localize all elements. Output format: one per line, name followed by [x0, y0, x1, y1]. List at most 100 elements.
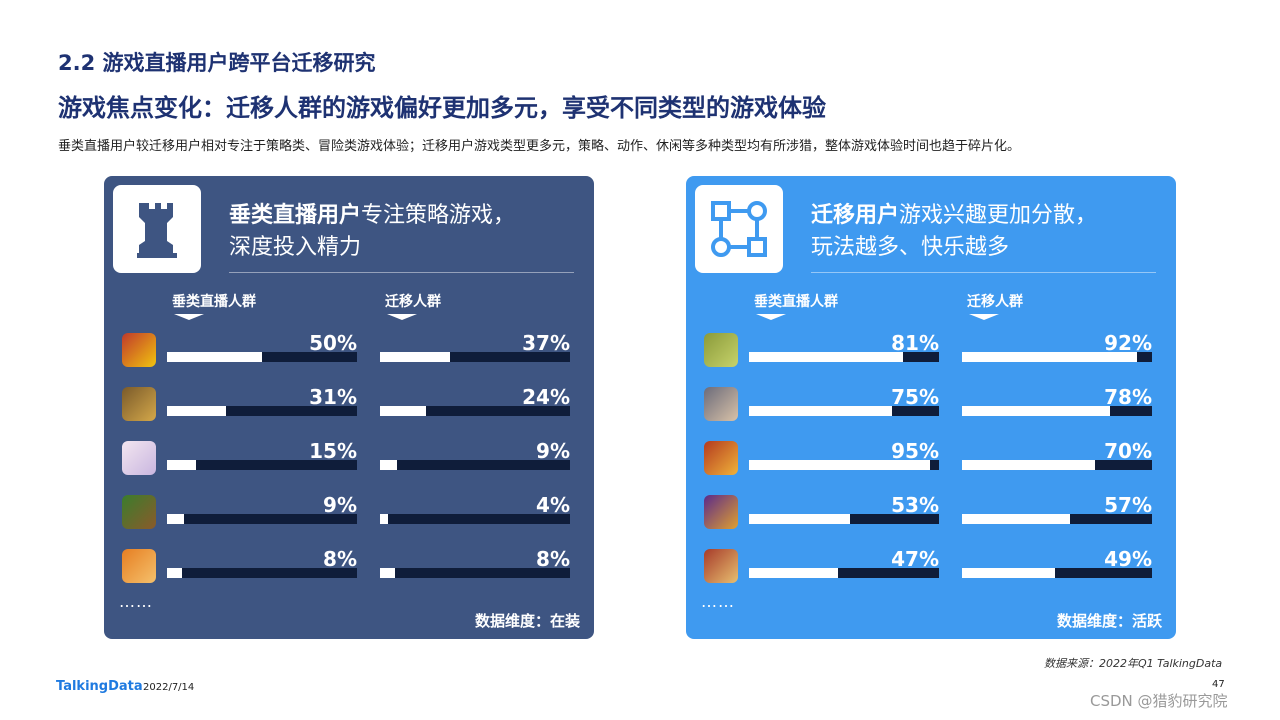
percent-label: 8%	[536, 547, 570, 571]
bar-fill	[167, 352, 262, 362]
bar-fill	[962, 568, 1056, 578]
right-panel-heading: 迁移用户游戏兴趣更加分散， 玩法越多、快乐越多	[811, 200, 1171, 264]
watermark: CSDN @猎豹研究院	[1090, 692, 1228, 710]
bar-row: 31% 24%	[104, 385, 594, 427]
bar-track	[962, 406, 1152, 416]
game-icon-7	[704, 387, 738, 421]
logo-text: TalkingData	[56, 679, 143, 694]
left-ellipsis: ……	[119, 592, 153, 611]
bar-fill	[380, 514, 388, 524]
percent-label: 78%	[1104, 385, 1152, 409]
percent-label: 92%	[1104, 331, 1152, 355]
bar-track	[380, 514, 570, 524]
talkingdata-logo: TalkingData	[56, 679, 143, 694]
right-group-b-caret	[969, 314, 999, 320]
bar-fill	[380, 406, 426, 416]
game-icon-9	[704, 495, 738, 529]
bar-row: 8% 8%	[104, 547, 594, 589]
bar-track	[380, 406, 570, 416]
percent-label: 31%	[309, 385, 357, 409]
bar-fill	[380, 460, 398, 470]
percent-label: 70%	[1104, 439, 1152, 463]
right-heading-line2: 玩法越多、快乐越多	[811, 235, 1010, 260]
bar-row: 50% 37%	[104, 331, 594, 373]
left-group-b-caret	[387, 314, 417, 320]
bar-fill	[749, 514, 850, 524]
bar-fill	[749, 568, 839, 578]
bar-fill	[962, 514, 1071, 524]
bar-row: 15% 9%	[104, 439, 594, 481]
game-icon-10	[704, 549, 738, 583]
bar-row: 95% 70%	[686, 439, 1176, 481]
bar-fill	[167, 514, 185, 524]
percent-label: 47%	[891, 547, 939, 571]
right-dimension: 数据维度：活跃	[1056, 612, 1162, 630]
percent-label: 24%	[522, 385, 570, 409]
game-icon-1	[122, 333, 156, 367]
description-text: 垂类直播用户较迁移用户相对专注于策略类、冒险类游戏体验；迁移用户游戏类型更多元，…	[58, 139, 1021, 154]
flow-diagram-icon	[695, 185, 783, 273]
bar-track	[962, 514, 1152, 524]
bar-fill	[380, 568, 396, 578]
left-group-a-caret	[174, 314, 204, 320]
right-divider	[811, 272, 1156, 273]
left-heading-bold: 垂类直播用户	[229, 203, 362, 228]
left-group-a-label: 垂类直播人群	[172, 294, 256, 310]
bar-track	[167, 352, 357, 362]
right-panel: 迁移用户游戏兴趣更加分散， 玩法越多、快乐越多 垂类直播人群 迁移人群 81% 9…	[686, 176, 1176, 639]
section-title: 2.2 游戏直播用户跨平台迁移研究	[58, 51, 376, 75]
percent-label: 75%	[891, 385, 939, 409]
bar-track	[749, 514, 939, 524]
bar-fill	[749, 406, 892, 416]
bar-track	[749, 406, 939, 416]
bar-fill	[962, 460, 1095, 470]
bar-track	[380, 460, 570, 470]
bar-track	[167, 406, 357, 416]
percent-label: 8%	[323, 547, 357, 571]
bar-row: 81% 92%	[686, 331, 1176, 373]
percent-label: 53%	[891, 493, 939, 517]
percent-label: 49%	[1104, 547, 1152, 571]
bar-track	[749, 352, 939, 362]
bar-row: 47% 49%	[686, 547, 1176, 589]
percent-label: 4%	[536, 493, 570, 517]
bar-fill	[380, 352, 451, 362]
percent-label: 57%	[1104, 493, 1152, 517]
chess-rook-icon	[113, 185, 201, 273]
percent-label: 50%	[309, 331, 357, 355]
bar-fill	[962, 406, 1111, 416]
bar-track	[962, 352, 1152, 362]
bar-fill	[167, 568, 183, 578]
page-number: 47	[1212, 679, 1225, 690]
percent-label: 37%	[522, 331, 570, 355]
left-dimension: 数据维度：在装	[474, 612, 580, 630]
bar-row: 9% 4%	[104, 493, 594, 535]
bar-track	[380, 568, 570, 578]
data-source: 数据来源：2022年Q1 TalkingData	[1044, 657, 1223, 670]
bar-fill	[962, 352, 1137, 362]
right-ellipsis: ……	[701, 592, 735, 611]
bar-row: 53% 57%	[686, 493, 1176, 535]
bar-fill	[167, 406, 226, 416]
bar-track	[167, 568, 357, 578]
bar-row: 75% 78%	[686, 385, 1176, 427]
left-divider	[229, 272, 574, 273]
game-icon-8	[704, 441, 738, 475]
bar-fill	[167, 460, 196, 470]
right-heading-bold: 迁移用户	[811, 203, 900, 228]
left-group-b-label: 迁移人群	[385, 294, 441, 310]
bar-track	[167, 460, 357, 470]
percent-label: 15%	[309, 439, 357, 463]
bar-track	[167, 514, 357, 524]
main-heading: 游戏焦点变化：迁移人群的游戏偏好更加多元，享受不同类型的游戏体验	[58, 94, 826, 122]
left-panel-heading: 垂类直播用户专注策略游戏， 深度投入精力	[229, 200, 589, 264]
percent-label: 9%	[323, 493, 357, 517]
bar-track	[749, 460, 939, 470]
percent-label: 95%	[891, 439, 939, 463]
game-icon-2	[122, 387, 156, 421]
left-heading-line2: 深度投入精力	[229, 235, 362, 260]
right-group-b-label: 迁移人群	[967, 294, 1023, 310]
bar-track	[962, 568, 1152, 578]
game-icon-6	[704, 333, 738, 367]
game-icon-5	[122, 549, 156, 583]
